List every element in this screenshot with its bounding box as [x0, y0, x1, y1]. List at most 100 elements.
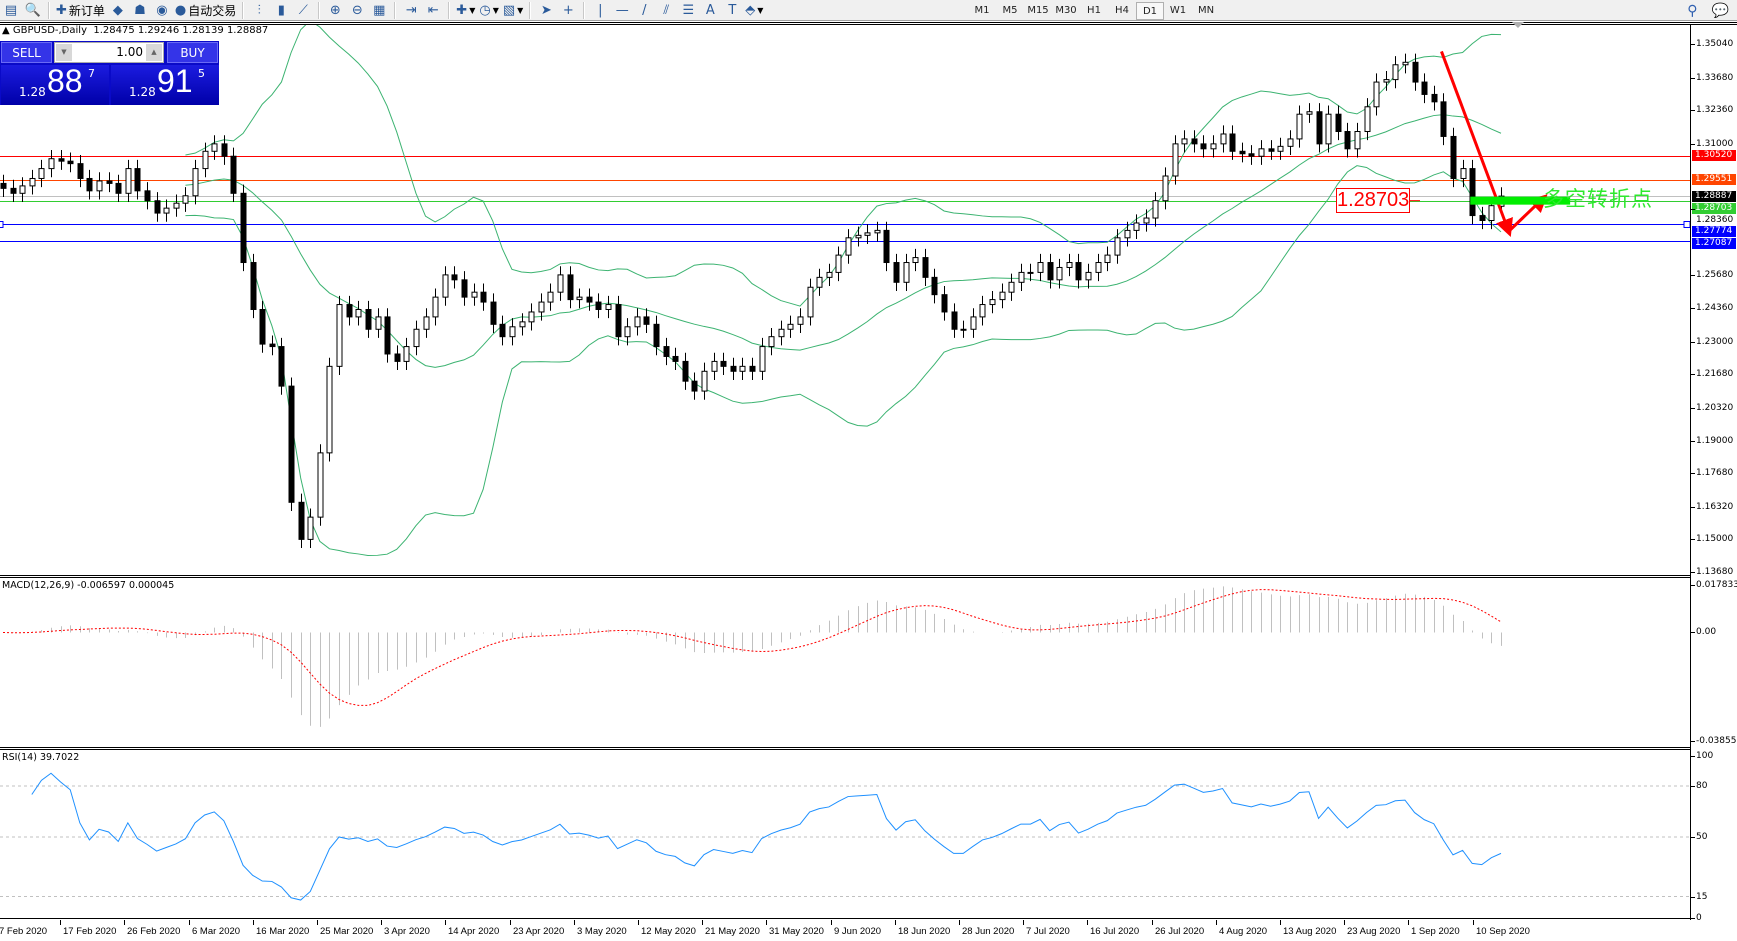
- candle-body: [519, 321, 526, 328]
- dropdown-arrow-icon[interactable]: ▼: [757, 5, 764, 15]
- autotrading-button[interactable]: ● 自动交易: [173, 1, 238, 20]
- candle-body: [931, 276, 938, 296]
- lot-value[interactable]: 1.00: [116, 45, 143, 59]
- timeframe-d1[interactable]: D1: [1136, 1, 1164, 20]
- timeframe-w1[interactable]: W1: [1169, 4, 1187, 16]
- timeframe-mn[interactable]: MN: [1197, 4, 1215, 16]
- candle-body: [1277, 145, 1284, 152]
- date-axis-label: 21 May 2020: [705, 926, 760, 937]
- candle-body: [1037, 262, 1044, 273]
- signals-button[interactable]: ◉: [151, 1, 173, 20]
- price-axis-label: 1.19000: [1696, 436, 1734, 446]
- arrows-button[interactable]: ⬘ ▼: [743, 1, 765, 20]
- buy-price[interactable]: 1.28 91 5: [111, 63, 219, 105]
- text-label-button[interactable]: T: [721, 1, 743, 20]
- line-chart-button[interactable]: ⟋: [292, 1, 314, 20]
- dropdown-arrow-icon[interactable]: ▼: [492, 5, 499, 15]
- chart-shift-marker[interactable]: [1512, 22, 1524, 28]
- candle-body: [1316, 111, 1323, 145]
- buy-button[interactable]: BUY: [167, 42, 218, 63]
- axis-tick: [1691, 918, 1695, 919]
- timeframe-m30[interactable]: M30: [1055, 4, 1077, 16]
- vertical-line-button[interactable]: |: [589, 1, 611, 20]
- fibonacci-button[interactable]: ☰: [677, 1, 699, 20]
- rsi-axis-label: 50: [1696, 832, 1708, 842]
- timeframe-h4[interactable]: H4: [1115, 4, 1129, 16]
- candle: [1277, 137, 1284, 160]
- candle: [547, 283, 554, 311]
- sell-button[interactable]: SELL: [1, 42, 52, 63]
- chart-shift-button[interactable]: ⇤: [422, 1, 444, 20]
- zoom-out-button[interactable]: ⊖: [346, 1, 368, 20]
- horizontal-line-button[interactable]: —: [611, 1, 633, 20]
- candle: [1258, 140, 1265, 165]
- crosshair-button[interactable]: +: [557, 1, 579, 20]
- candle-body: [259, 308, 266, 345]
- collapse-arrow-icon[interactable]: ▲: [2, 25, 10, 36]
- equidistant-channel-button[interactable]: ⫽: [655, 1, 677, 20]
- candle-body: [1248, 153, 1255, 157]
- tile-windows-button[interactable]: ▦: [368, 1, 390, 20]
- candle-body: [461, 279, 468, 298]
- strategy-tester-button[interactable]: ☗: [129, 1, 151, 20]
- candle: [1220, 125, 1227, 153]
- new-order-button[interactable]: ✚ 新订单: [54, 1, 107, 20]
- candle: [144, 182, 151, 210]
- candle-body: [547, 291, 554, 303]
- cursor-button[interactable]: ➤: [535, 1, 557, 20]
- dropdown-arrow-icon[interactable]: ▼: [469, 5, 476, 15]
- new-chart-button[interactable]: ▤: [0, 1, 22, 20]
- candle-body: [1095, 262, 1102, 273]
- timeframe-m15[interactable]: M15: [1027, 4, 1049, 16]
- date-tick: [1152, 920, 1153, 925]
- rsi-label: RSI(14) 39.7022: [2, 752, 80, 763]
- candle-body: [86, 177, 93, 192]
- trendline-button[interactable]: /: [633, 1, 655, 20]
- lot-decrease-icon[interactable]: ▼: [56, 44, 72, 61]
- candle-body: [624, 326, 631, 338]
- auto-scroll-button[interactable]: ⇥: [400, 1, 422, 20]
- profiles-button[interactable]: 🔍: [22, 1, 44, 20]
- timeframe-m1[interactable]: M1: [974, 4, 990, 16]
- periods-button[interactable]: ◷ ▼: [477, 1, 501, 20]
- axis-tick: [1691, 441, 1695, 442]
- metaeditor-button[interactable]: ◆: [107, 1, 129, 20]
- candle-body: [845, 237, 852, 256]
- candle-body: [202, 150, 209, 170]
- lot-size-input[interactable]: ▼ 1.00 ▲: [54, 42, 164, 63]
- axis-tick: [1691, 837, 1695, 838]
- candle: [893, 253, 900, 291]
- date-tick: [766, 920, 767, 925]
- sell-price[interactable]: 1.28 88 7: [1, 63, 109, 105]
- templates-button[interactable]: ▧ ▼: [501, 1, 525, 20]
- profiles-icon: 🔍: [24, 2, 42, 18]
- indicators-button[interactable]: ✚ ▼: [454, 1, 477, 20]
- candle: [557, 266, 564, 301]
- bar-chart-button[interactable]: ⫶: [248, 1, 270, 20]
- macd-label: MACD(12,26,9) -0.006597 0.000045: [2, 580, 175, 591]
- date-tick: [1216, 920, 1217, 925]
- candle-body: [490, 301, 497, 325]
- dropdown-arrow-icon[interactable]: ▼: [517, 5, 524, 15]
- timeframe-m5[interactable]: M5: [1002, 4, 1018, 16]
- chat-icon[interactable]: 💬: [1711, 2, 1729, 19]
- candle-body: [451, 274, 458, 281]
- search-icon[interactable]: ⚲: [1687, 2, 1698, 19]
- text-button[interactable]: A: [699, 1, 721, 20]
- pivot-text-annotation[interactable]: 多空转折点: [1543, 187, 1653, 211]
- lot-increase-icon[interactable]: ▲: [146, 44, 162, 61]
- candle: [384, 308, 391, 363]
- price-box-annotation[interactable]: 1.28703: [1336, 188, 1410, 213]
- candle-body: [1066, 262, 1073, 268]
- candle: [471, 283, 478, 306]
- candle: [576, 288, 583, 309]
- axis-tick: [1691, 632, 1695, 633]
- timeframe-h1[interactable]: H1: [1087, 4, 1101, 16]
- axis-tick: [1691, 275, 1695, 276]
- price-tag-1.27774: 1.27774: [1692, 226, 1736, 237]
- date-axis-label: 4 Aug 2020: [1219, 926, 1268, 937]
- zoom-out-icon: ⊖: [351, 2, 363, 18]
- zoom-in-button[interactable]: ⊕: [324, 1, 346, 20]
- candlesticks-button[interactable]: ▮: [270, 1, 292, 20]
